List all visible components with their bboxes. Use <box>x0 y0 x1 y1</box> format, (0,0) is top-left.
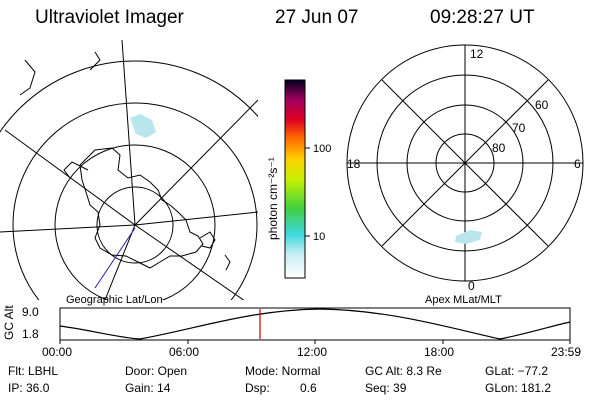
filter-info: Flt: LBHL <box>8 364 59 378</box>
coastline <box>199 231 216 249</box>
colorbar-tick-10: 10 <box>313 231 325 243</box>
observation-date: 27 Jun 07 <box>275 7 359 28</box>
coastline <box>79 147 204 269</box>
timeline-y-bottom: 1.8 <box>22 327 39 341</box>
door-info: Door: Open <box>125 364 188 378</box>
dsp-label: Dsp: <box>245 381 270 395</box>
coastline <box>63 161 89 179</box>
coastline <box>89 51 101 71</box>
mlt-label-6: 6 <box>574 157 581 171</box>
observation-time: 09:28:27 UT <box>430 7 535 28</box>
color-scale <box>284 79 306 279</box>
mlt-label-0: 0 <box>468 279 475 293</box>
aurora-patch <box>130 114 156 138</box>
meridian-line <box>104 224 136 300</box>
meridian-line <box>0 224 136 233</box>
colorbar-unit-label: photon cm⁻²s⁻¹ <box>266 157 280 240</box>
mlat-label-70: 70 <box>512 121 526 135</box>
mlt-label-12: 12 <box>470 47 484 61</box>
aurora-patch <box>455 230 482 244</box>
ip-info: IP: 36.0 <box>8 381 50 395</box>
orbit-track <box>94 227 136 289</box>
glat-info: GLat: −77.2 <box>485 364 549 378</box>
gc-alt-info: GC Alt: 8.3 Re <box>365 364 442 378</box>
timeline-tick-1200: 12:00 <box>297 345 328 359</box>
timeline-frame <box>59 307 571 341</box>
colorbar-tick-100: 100 <box>313 143 331 155</box>
coastline <box>19 59 36 96</box>
mlt-label-18: 18 <box>347 157 361 171</box>
meridian-line <box>134 211 258 226</box>
dsp-value: 0.6 <box>300 381 317 395</box>
timeline-axis-label: GC Alt <box>2 305 16 340</box>
instrument-title: Ultraviolet Imager <box>35 7 184 28</box>
mlt-meridian <box>381 79 549 247</box>
gain-info: Gain: 14 <box>125 381 171 395</box>
lat-circle-60 <box>12 102 258 300</box>
magnetic-caption: Apex MLat/MLT <box>425 294 502 306</box>
coastline <box>224 254 231 271</box>
seq-info: Seq: 39 <box>365 381 407 395</box>
timeline-tick-2359: 23:59 <box>551 345 582 359</box>
timeline-y-top: 9.0 <box>22 305 39 319</box>
meridian-line <box>134 224 245 300</box>
meridian-line <box>134 99 258 226</box>
altitude-curve <box>59 308 571 340</box>
meridian-line <box>121 40 136 226</box>
geographic-caption: Geographic Lat/Lon <box>66 294 163 306</box>
timeline-tick-1800: 18:00 <box>424 345 455 359</box>
lat-circle-50 <box>0 60 258 133</box>
timeline-tick-0000: 00:00 <box>42 345 73 359</box>
lat-circle-70 <box>54 144 216 300</box>
glon-info: GLon: 181.2 <box>485 381 552 395</box>
mode-info: Mode: Normal <box>245 364 321 378</box>
mlat-label-60: 60 <box>535 98 549 112</box>
mlat-label-80: 80 <box>492 141 506 155</box>
lat-circle-80 <box>96 186 174 264</box>
timeline-tick-0600: 06:00 <box>169 345 200 359</box>
